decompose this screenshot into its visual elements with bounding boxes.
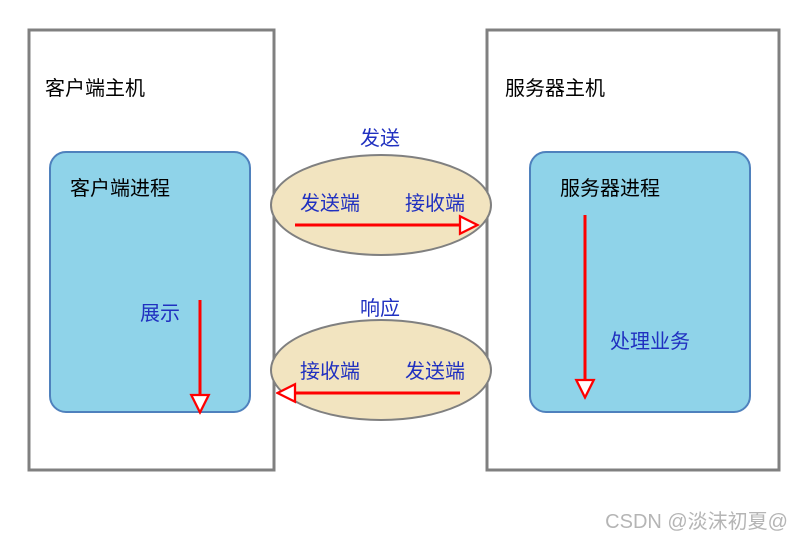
server-host-label: 服务器主机 (505, 77, 605, 100)
watermark: CSDN @淡沫初夏@ (605, 510, 788, 533)
process-biz-label: 处理业务 (610, 330, 690, 353)
display-label: 展示 (140, 303, 180, 325)
resp-left-label: 接收端 (300, 360, 360, 383)
send-label: 发送 (360, 127, 400, 150)
resp-right-label: 发送端 (405, 360, 465, 383)
server-process-label: 服务器进程 (560, 177, 660, 200)
response-label: 响应 (360, 297, 400, 320)
send-right-label: 接收端 (405, 192, 465, 215)
client-host-label: 客户端主机 (45, 77, 145, 100)
send-left-label: 发送端 (300, 192, 360, 215)
client-process-label: 客户端进程 (70, 177, 170, 200)
